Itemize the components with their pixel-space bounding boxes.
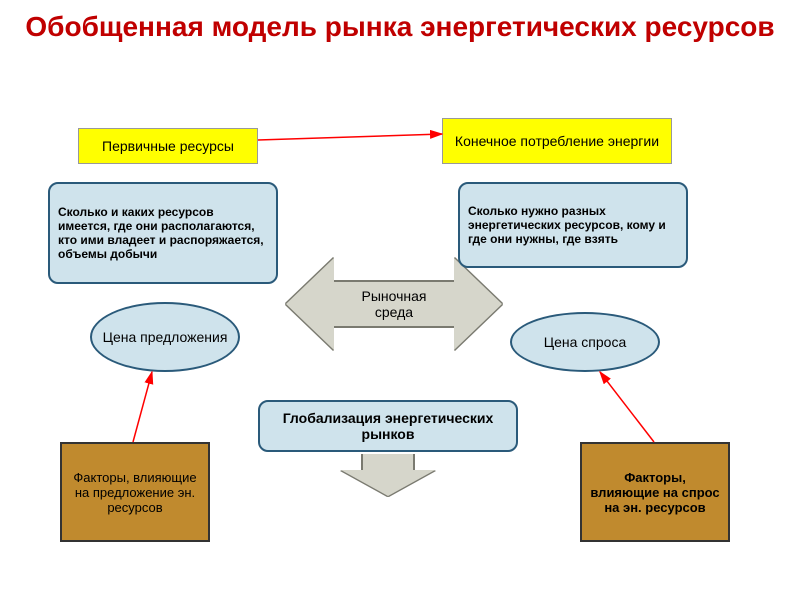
diagram-stage: Обобщенная модель рынка энергетических р… — [0, 0, 800, 600]
demand-price-ellipse: Цена спроса — [510, 312, 660, 372]
left-description-box: Сколько и каких ресурсов имеется, где он… — [48, 182, 278, 284]
down-arrow-body — [361, 454, 415, 470]
globalization-box: Глобализация энергетических рынков — [258, 400, 518, 452]
page-title: Обобщенная модель рынка энергетических р… — [0, 10, 800, 44]
supply-price-ellipse: Цена предложения — [90, 302, 240, 372]
market-center-label: Рыночная среда — [346, 278, 442, 330]
final-consumption-box: Конечное потребление энергии — [442, 118, 672, 164]
right-description-box: Сколько нужно разных энергетических ресу… — [458, 182, 688, 268]
primary-resources-box: Первичные ресурсы — [78, 128, 258, 164]
demand-factors-box: Факторы, влияющие на спрос на эн. ресурс… — [580, 442, 730, 542]
supply-factors-box: Факторы, влияющие на предложение эн. рес… — [60, 442, 210, 542]
double-arrow-right-tip — [454, 258, 502, 350]
double-arrow-left-tip — [286, 258, 334, 350]
down-arrow-tip — [341, 470, 435, 496]
